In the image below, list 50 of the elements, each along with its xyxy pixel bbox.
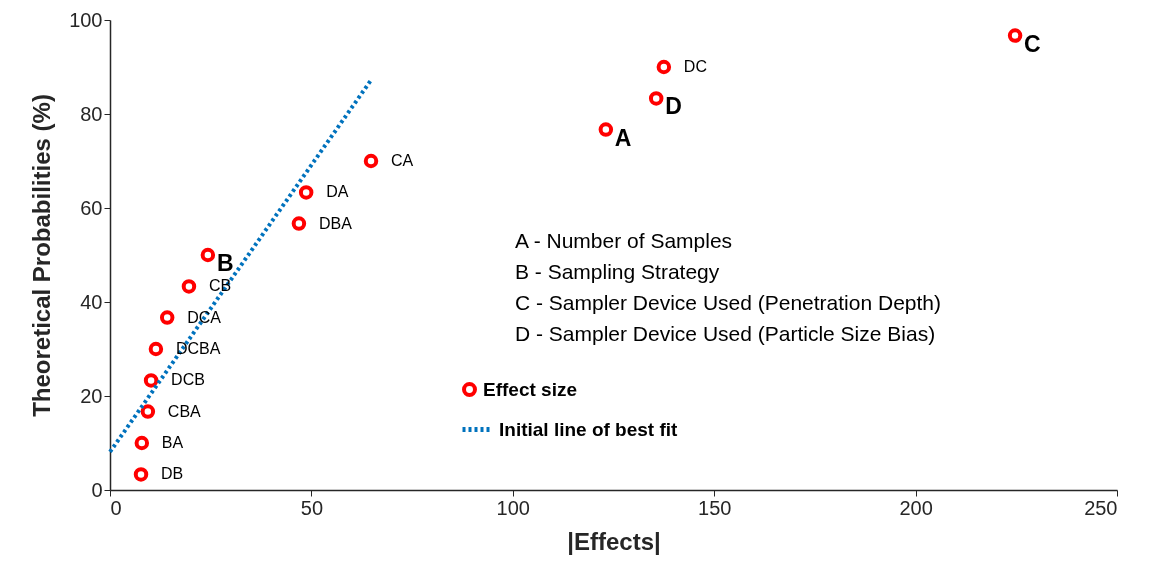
annotation: DBA (318, 214, 353, 232)
x-tick-label: 200 (899, 496, 933, 519)
y-tick-label: 0 (91, 478, 103, 501)
x-tick-label: 150 (698, 496, 732, 519)
annotation: C (1024, 30, 1041, 57)
x-tick-label: 0 (110, 496, 122, 519)
annotation: DCB (171, 371, 205, 389)
y-tick-label: 20 (80, 384, 103, 407)
legend-label: Initial line of best fit (499, 418, 679, 440)
annotation: BA (161, 434, 184, 451)
annotation: D (665, 93, 682, 120)
point (291, 216, 307, 231)
point (598, 122, 614, 137)
annotation: C - Sampler Device Used (Penetration Depth) (515, 291, 942, 314)
annotation: DCA (187, 308, 222, 326)
y-tick-label: 100 (69, 8, 103, 31)
annotation: CA (391, 152, 414, 169)
annotation: B - Sampling Strategy (515, 260, 720, 283)
point (656, 59, 672, 75)
point (134, 435, 150, 451)
x-tick-label: 50 (300, 496, 324, 519)
annotation: DB (161, 465, 184, 483)
annotation: D - Sampler Device Used (Particle Size Bias) (515, 322, 936, 345)
annotation: A (614, 124, 632, 151)
y-tick-label: 80 (80, 102, 103, 125)
annotation: DC (683, 58, 707, 75)
y-tick-label: 40 (80, 290, 103, 313)
point (133, 467, 149, 482)
annotation: B (216, 250, 234, 276)
x-axis-title: |Effects| (567, 527, 661, 555)
annotation: A - Number of Samples (515, 229, 733, 252)
point (143, 373, 159, 388)
point (159, 310, 175, 325)
point (1007, 28, 1023, 43)
annotation: CBA (167, 402, 202, 420)
point (298, 185, 314, 200)
annotation: DA (326, 183, 349, 201)
legend-label: Effect size (483, 378, 577, 400)
point (200, 247, 216, 263)
y-axis-title: Theoretical Probabilities (%) (28, 94, 56, 417)
point (648, 91, 664, 106)
annotation: CB (208, 277, 232, 295)
x-tick-label: 100 (496, 496, 530, 519)
point (148, 341, 164, 357)
point (363, 153, 379, 169)
point (140, 404, 156, 419)
annotation: DCBA (175, 340, 221, 357)
y-tick-label: 60 (80, 196, 103, 219)
point (181, 279, 197, 294)
x-tick-label: 250 (1084, 496, 1118, 519)
